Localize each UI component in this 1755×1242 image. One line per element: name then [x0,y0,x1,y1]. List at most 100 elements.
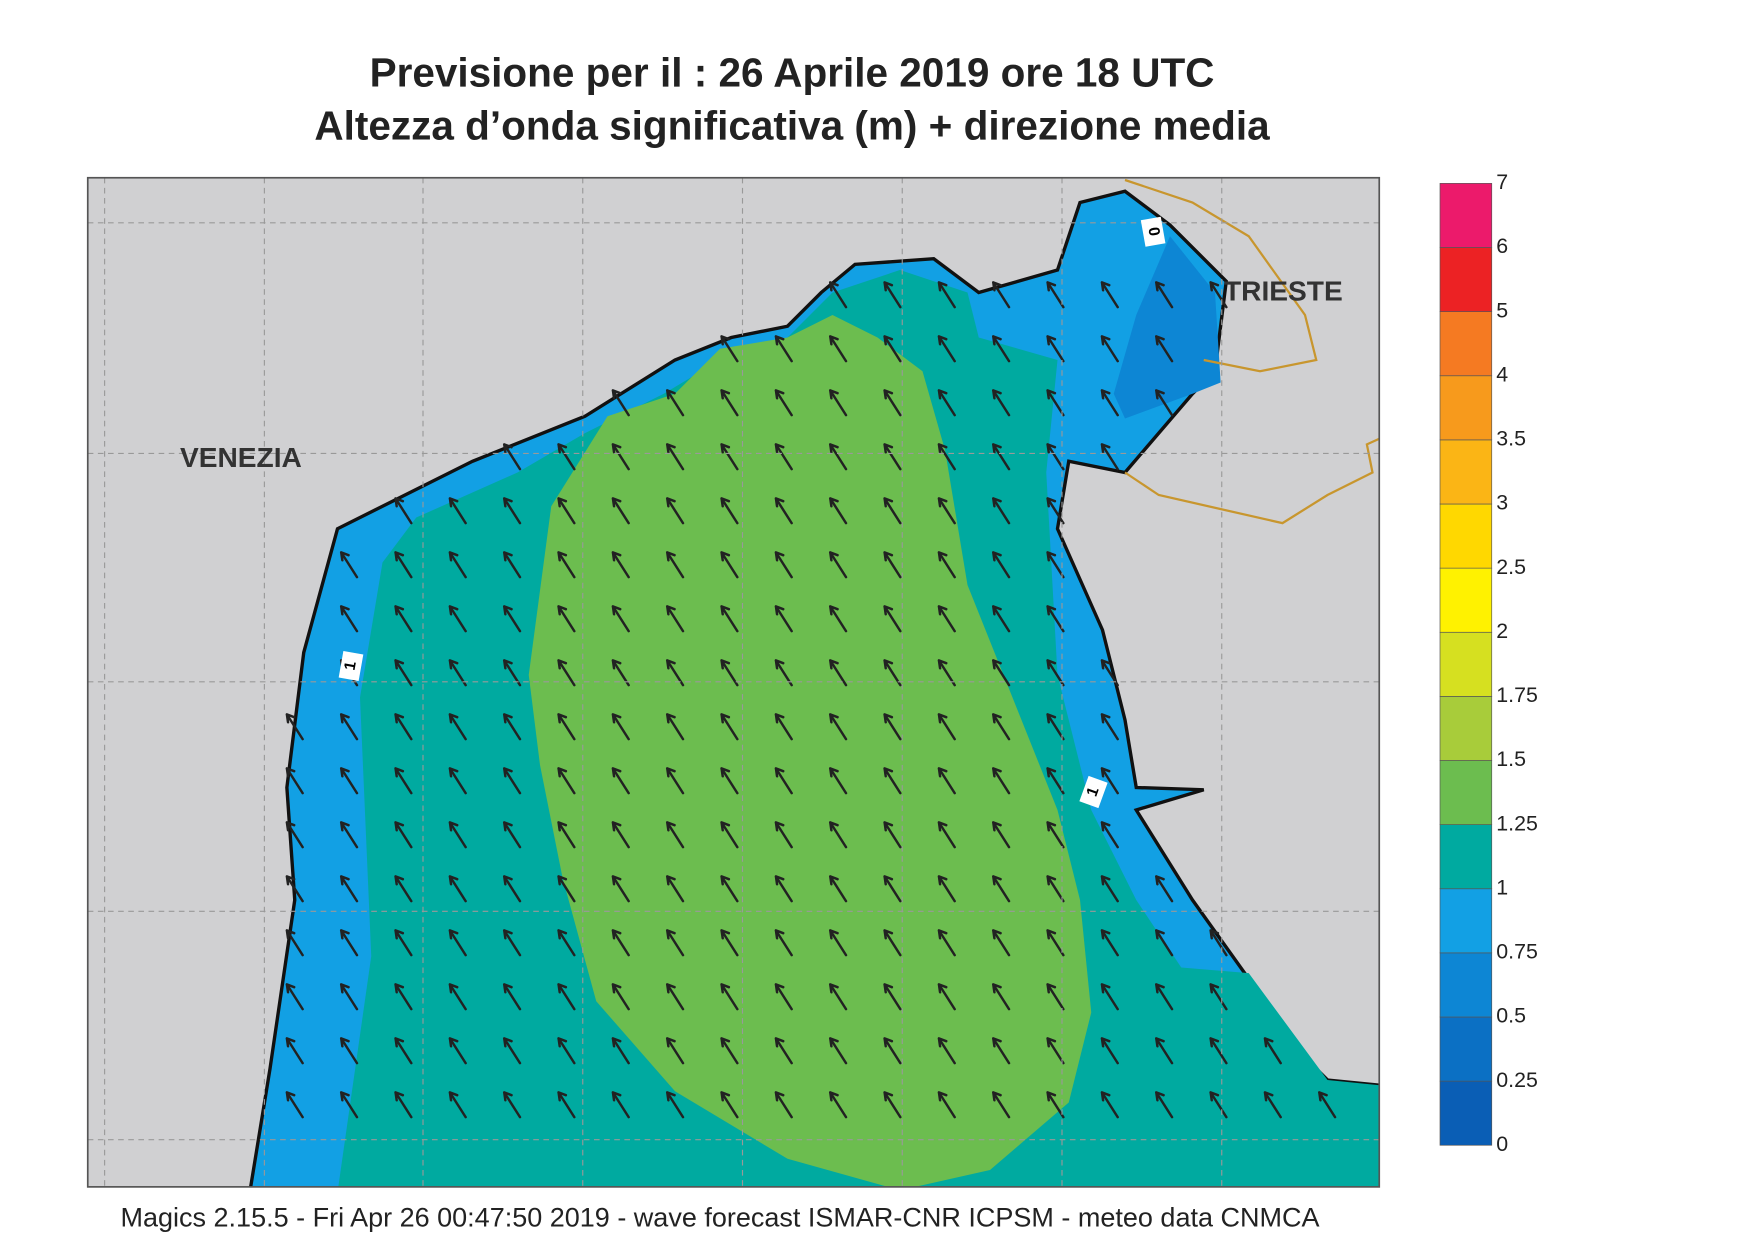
arrow [829,551,848,579]
arrow [611,389,630,417]
arrow [720,497,739,525]
arrow [557,605,576,633]
contour-label-text: 0 [1144,226,1162,238]
arrow [502,659,522,687]
arrow [992,335,1011,363]
arrow [829,767,848,795]
colorbar-label: 3.5 [1496,427,1526,451]
sea-high-waves [528,315,1092,1187]
arrow [829,875,848,903]
arrow [1046,605,1065,633]
arrow [557,1091,576,1119]
arrow [829,281,848,309]
arrow [502,713,522,741]
arrow [448,1091,467,1119]
arrow [1155,983,1174,1011]
arrow [1046,281,1065,309]
arrow [992,497,1011,525]
arrow [720,335,739,363]
colorbar-segment [1439,888,1493,954]
arrow [992,551,1011,579]
arrow [720,605,739,633]
arrow [883,821,902,849]
arrow [1046,1037,1065,1065]
arrow [1046,983,1065,1011]
arrow [339,713,359,741]
colorbar-segment [1439,567,1493,633]
arrow [720,1091,739,1119]
arrow [448,983,467,1011]
arrow [720,1037,739,1065]
colorbar: 0 0.25 0.5 0.75 1 1.25 1.5 1.75 2 2.5 3 3.5 4 5 6 7 [1439,170,1538,1156]
arrow [666,821,685,849]
arrow [720,443,739,471]
arrow [339,1037,359,1065]
arrow [666,497,685,525]
place-label: TRIESTE [1224,275,1343,306]
arrow [937,821,956,849]
arrow [774,497,793,525]
map-frame [86,176,1381,1188]
colorbar-label: 1.25 [1496,811,1538,835]
arrow [883,605,902,633]
arrow [339,821,359,849]
arrow [1155,281,1174,309]
arrow [611,443,630,471]
arrow [1100,983,1119,1011]
arrow [937,713,956,741]
arrow [394,929,413,957]
arrow [1046,875,1065,903]
arrow [611,659,630,687]
arrow [611,605,630,633]
arrow [883,497,902,525]
colorbar-segment [1439,696,1493,761]
arrow [1209,929,1228,957]
arrow [285,1091,304,1119]
arrow [829,821,848,849]
colorbar-label: 1.5 [1496,747,1526,771]
arrow [448,767,467,795]
arrow [339,551,359,579]
arrow [285,875,304,903]
arrow [448,1037,467,1065]
arrow [502,1091,522,1119]
arrow [992,389,1011,417]
colorbar-segment [1439,1080,1493,1146]
arrow [557,443,576,471]
arrow [720,983,739,1011]
arrow [557,821,576,849]
arrow [666,1091,685,1119]
colorbar-label: 7 [1496,170,1508,194]
arrow [1046,821,1065,849]
arrow [774,875,793,903]
arrow [611,821,630,849]
contour-label: 0 [1140,216,1166,247]
arrow [1263,1037,1282,1065]
arrow [339,983,359,1011]
arrow [992,1037,1011,1065]
arrow [394,767,413,795]
arrow [666,551,685,579]
arrow [666,713,685,741]
arrow [883,389,902,417]
colorbar-label: 0.25 [1496,1068,1538,1092]
arrow [720,551,739,579]
arrow [666,389,685,417]
arrow [611,1037,630,1065]
arrow [666,929,685,957]
arrow [992,281,1011,309]
arrow [502,497,522,525]
colorbar-segment [1439,503,1493,569]
arrow [666,983,685,1011]
arrow [774,659,793,687]
arrow [502,551,522,579]
arrow [448,605,467,633]
arrow [1046,713,1065,741]
arrow [1100,713,1119,741]
arrow [829,659,848,687]
arrow [502,443,522,471]
place-label: VENEZIA [180,442,302,473]
arrow [937,497,956,525]
arrow [666,443,685,471]
arrow [1155,335,1174,363]
